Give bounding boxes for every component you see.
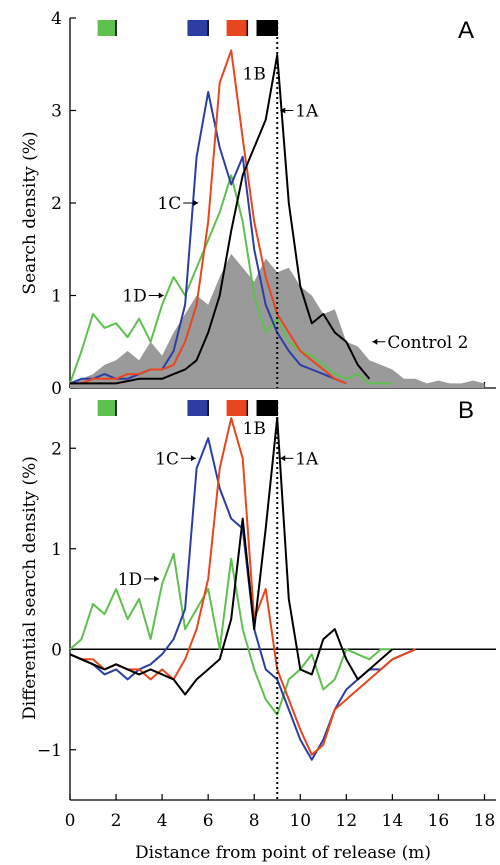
panel-b-y-tick-label: 2 — [51, 439, 62, 459]
panel-b-annotation-1D: 1D — [118, 570, 142, 590]
panel-a-marker-1C — [187, 20, 209, 36]
panel-a-marker-1A — [256, 20, 278, 36]
panel-a-annotation-arrowhead — [280, 107, 286, 114]
x-axis-label: Distance from point of release (m) — [135, 843, 431, 863]
panel-b-annotation-arrowhead — [280, 455, 286, 462]
panel-b: B Differential search density (%) — [20, 397, 496, 801]
x-tick-label: 0 — [65, 811, 76, 831]
x-tick-label: 8 — [249, 811, 260, 831]
panel-b-marker-1C — [187, 400, 209, 416]
panel-b-letter: B — [458, 397, 474, 424]
panel-a-y-tick-label: 0 — [51, 379, 62, 399]
panel-a-annotation-1B: 1B — [243, 65, 266, 85]
panel-b-annotation-arrowhead — [190, 455, 196, 462]
x-tick-label: 12 — [336, 811, 358, 831]
panel-a-series-1A-line — [70, 54, 371, 385]
panel-a-y-axis-label: Search density (%) — [20, 131, 40, 294]
x-tick-label: 6 — [203, 811, 214, 831]
panel-a-y-tick-label: 3 — [51, 102, 62, 122]
panel-a-annotation-arrowhead — [372, 338, 378, 345]
x-tick-label: 18 — [474, 811, 496, 831]
panel-a-series-1D-line — [69, 174, 393, 385]
panel-a-series-1B-line — [70, 49, 347, 385]
panel-b-annotation-1C: 1C — [155, 449, 179, 469]
panel-a-annotation-arrowhead — [193, 200, 199, 206]
panel-a-annotation-control: Control 2 — [387, 333, 468, 353]
panel-b-y-tick-label: −1 — [37, 741, 62, 761]
panel-a-annotation-1A: 1A — [295, 102, 319, 122]
panel-b-marker-1A — [256, 400, 278, 416]
panel-b-y-axis-label: Differential search density (%) — [20, 456, 40, 720]
panel-a-marker-1D — [97, 20, 117, 36]
panel-a-y-tick-label: 1 — [51, 287, 62, 307]
x-tick-label: 4 — [157, 811, 168, 831]
panel-a-annotation-1C: 1C — [157, 194, 181, 214]
panel-b-marker-1D — [97, 400, 117, 416]
panel-b-annotation-arrowhead — [154, 575, 160, 582]
panel-a-marker-1B — [226, 20, 248, 36]
panel-b-y-tick-label: 1 — [51, 540, 62, 560]
x-tick-label: 16 — [428, 811, 450, 831]
panel-a-annotation-arrowhead — [158, 292, 164, 299]
x-tick-label: 2 — [111, 811, 122, 831]
panel-a-y-tick-label: 2 — [51, 194, 62, 214]
panel-b-series-1D-line — [69, 552, 393, 716]
panel-b-annotation-1A: 1A — [295, 449, 319, 469]
panel-a-letter: A — [458, 17, 474, 44]
panel-b-y-tick-label: 0 — [51, 640, 62, 660]
panel-a-annotation-1D: 1D — [122, 287, 146, 307]
panel-a-y-tick-label: 4 — [51, 9, 62, 29]
panel-a-series-control-area — [70, 253, 485, 388]
x-tick-label: 10 — [289, 811, 311, 831]
x-tick-label: 14 — [382, 811, 404, 831]
panel-b-series-1C-line — [69, 437, 416, 761]
panel-b-series-1A-line — [69, 417, 394, 696]
panel-b-marker-1B — [226, 400, 248, 416]
panel-b-annotation-1B: 1B — [243, 419, 266, 439]
